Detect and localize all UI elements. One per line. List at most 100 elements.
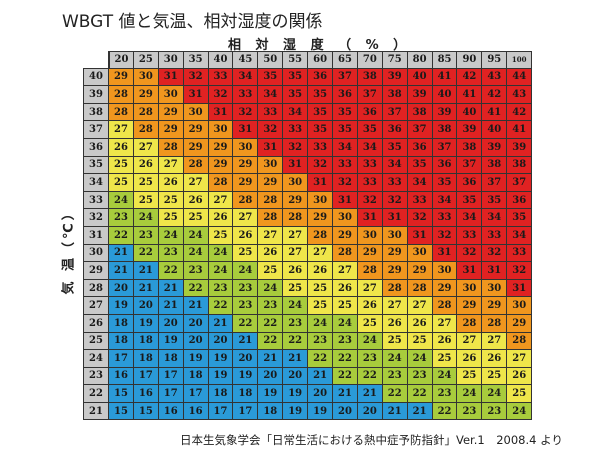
heatmap-cell: 27 (308, 244, 334, 263)
heatmap-cell: 26 (109, 138, 134, 157)
heatmap-cell: 24 (258, 279, 284, 298)
heatmap-cell: 29 (507, 314, 533, 333)
heatmap-cell: 35 (308, 121, 334, 139)
heatmap-cell: 28 (283, 209, 309, 227)
heatmap-cell: 39 (407, 86, 433, 104)
heatmap-cell: 19 (283, 402, 309, 421)
heatmap-cell: 25 (109, 174, 134, 192)
row-header-temperature: 23 (83, 367, 109, 386)
heatmap-cell: 21 (258, 350, 284, 368)
heatmap-cell: 34 (507, 226, 533, 245)
heatmap-cell: 27 (357, 279, 383, 298)
heatmap-cell: 21 (382, 402, 408, 421)
heatmap-cell: 23 (457, 402, 483, 421)
heatmap-cell: 25 (283, 279, 309, 298)
heatmap-cell: 25 (482, 367, 508, 386)
heatmap-cell: 22 (382, 385, 408, 403)
heatmap-cell: 26 (208, 209, 234, 227)
heatmap-cell: 40 (482, 121, 508, 139)
row-header-temperature: 39 (83, 86, 109, 104)
heatmap-cell: 25 (109, 156, 134, 175)
heatmap-cell: 40 (407, 68, 433, 87)
heatmap-cell: 31 (233, 121, 259, 139)
heatmap-cell: 41 (457, 86, 483, 104)
heatmap-cell: 19 (109, 297, 134, 315)
heatmap-cell: 22 (233, 314, 259, 333)
heatmap-cell: 32 (308, 156, 334, 175)
heatmap-cell: 22 (183, 279, 209, 298)
heatmap-cell: 33 (333, 156, 358, 175)
column-header-humidity: 50 (258, 51, 284, 69)
heatmap-cell: 22 (133, 244, 159, 263)
heatmap-cell: 26 (233, 226, 259, 245)
heatmap-cell: 21 (357, 385, 383, 403)
heatmap-cell: 23 (158, 244, 184, 263)
heatmap-cell: 23 (233, 297, 259, 315)
heatmap-cell: 35 (507, 209, 533, 227)
heatmap-cell: 22 (333, 350, 358, 368)
heatmap-cell: 27 (283, 226, 309, 245)
heatmap-cell: 17 (233, 402, 259, 421)
heatmap-cell: 23 (333, 332, 358, 351)
heatmap-cell: 22 (158, 262, 184, 280)
heatmap-cell: 24 (208, 244, 234, 263)
heatmap-cell: 25 (158, 191, 184, 210)
heatmap-cell: 35 (357, 121, 383, 139)
heatmap-cell: 38 (432, 121, 458, 139)
heatmap-cell: 29 (382, 244, 408, 263)
heatmap-cell: 26 (357, 297, 383, 315)
heatmap-cell: 29 (457, 297, 483, 315)
heatmap-cell: 42 (457, 68, 483, 87)
heatmap-cell: 26 (507, 367, 533, 386)
heatmap-cell: 31 (382, 209, 408, 227)
heatmap-cell: 31 (158, 68, 184, 87)
heatmap-cell: 39 (457, 121, 483, 139)
heatmap-cell: 37 (507, 174, 533, 192)
heatmap-cell: 30 (507, 297, 533, 315)
heatmap-cell: 33 (208, 68, 234, 87)
column-header-humidity: 95 (482, 51, 508, 69)
heatmap-cell: 24 (382, 350, 408, 368)
heatmap-cell: 35 (482, 191, 508, 210)
heatmap-cell: 18 (109, 314, 134, 333)
heatmap-cell: 24 (507, 402, 533, 421)
heatmap-cell: 33 (283, 121, 309, 139)
heatmap-cell: 38 (407, 103, 433, 122)
heatmap-cell: 37 (333, 68, 358, 87)
heatmap-cell: 25 (208, 226, 234, 245)
heatmap-cell: 17 (158, 385, 184, 403)
heatmap-cell: 25 (308, 279, 334, 298)
table-corner (83, 51, 109, 69)
column-header-humidity: 65 (333, 51, 358, 69)
heatmap-cell: 27 (109, 121, 134, 139)
heatmap-cell: 25 (407, 332, 433, 351)
heatmap-cell: 36 (333, 86, 358, 104)
heatmap-cell: 33 (507, 244, 533, 263)
heatmap-cell: 21 (308, 367, 334, 386)
row-header-temperature: 33 (83, 191, 109, 210)
heatmap-cell: 33 (357, 174, 383, 192)
heatmap-cell: 24 (432, 367, 458, 386)
heatmap-cell: 37 (407, 121, 433, 139)
row-header-temperature: 40 (83, 68, 109, 87)
heatmap-cell: 24 (457, 385, 483, 403)
heatmap-cell: 29 (183, 138, 209, 157)
heatmap-cell: 28 (507, 332, 533, 351)
heatmap-cell: 31 (283, 156, 309, 175)
heatmap-cell: 34 (283, 103, 309, 122)
heatmap-cell: 28 (109, 86, 134, 104)
heatmap-cell: 34 (333, 138, 358, 157)
heatmap-cell: 21 (233, 332, 259, 351)
heatmap-cell: 22 (308, 350, 334, 368)
column-header-humidity: 100 (507, 51, 533, 69)
heatmap-cell: 19 (208, 350, 234, 368)
heatmap-cell: 32 (457, 244, 483, 263)
heatmap-cell: 19 (208, 367, 234, 386)
heatmap-cell: 22 (208, 297, 234, 315)
heatmap-cell: 39 (507, 138, 533, 157)
heatmap-cell: 25 (133, 191, 159, 210)
heatmap-cell: 18 (109, 332, 134, 351)
row-header-temperature: 26 (83, 314, 109, 333)
column-header-humidity: 40 (208, 51, 234, 69)
heatmap-cell: 19 (283, 385, 309, 403)
